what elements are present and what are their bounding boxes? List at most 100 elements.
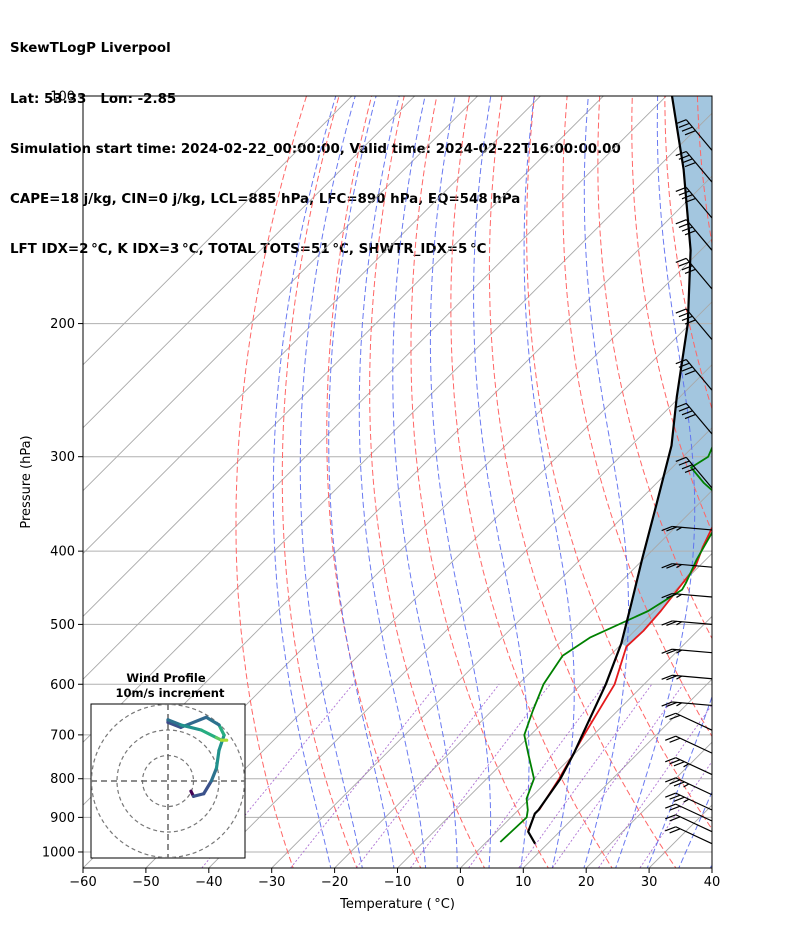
y-tick-label: 300 <box>50 450 75 465</box>
hodograph-segment <box>202 779 213 796</box>
barb-flag <box>676 563 683 569</box>
barb-flag <box>666 675 678 681</box>
barb-flag <box>678 122 690 129</box>
wind-barb <box>675 359 713 391</box>
moist-adiabat <box>473 96 530 868</box>
dry-adiabat <box>664 96 712 411</box>
dry-adiabat <box>326 96 422 868</box>
barb-flag <box>665 814 676 820</box>
mixing-ratio-line <box>290 684 438 868</box>
dry-adiabat <box>597 96 712 640</box>
barb-flag <box>676 675 683 680</box>
hodograph-segment <box>166 720 183 730</box>
barb-shaft <box>672 648 713 654</box>
barb-flag <box>669 816 681 822</box>
isotherm <box>711 867 712 868</box>
barb-flag <box>666 649 678 655</box>
moist-adiabat <box>709 863 712 868</box>
y-tick-label: 100 <box>50 90 75 105</box>
wind-barb <box>665 777 713 796</box>
x-axis-label: Temperature ( °C) <box>339 897 455 912</box>
moist-adiabat <box>299 96 363 868</box>
moist-adiabat <box>392 96 458 868</box>
barb-flag <box>669 805 681 811</box>
barb-shaft <box>685 456 713 489</box>
x-tick-label: 0 <box>456 875 464 890</box>
wind-barb <box>661 648 713 655</box>
isotherm <box>83 96 353 366</box>
wind-barb <box>675 456 713 489</box>
barb-flag <box>684 268 696 275</box>
barb-flag <box>684 230 696 236</box>
x-tick-label: 30 <box>641 875 658 890</box>
hodograph-segment <box>214 748 221 770</box>
barb-flag <box>675 257 687 263</box>
barb-flag <box>661 525 673 532</box>
isotherm <box>522 678 712 868</box>
wind-barb <box>675 219 713 251</box>
wind-barb <box>665 803 713 822</box>
dry-adiabat <box>562 96 712 738</box>
barb-flag <box>681 158 693 164</box>
barb-flag <box>666 701 678 708</box>
inset-subtitle: 10m/s increment <box>116 686 225 700</box>
x-tick-label: −40 <box>195 875 222 890</box>
barb-flag <box>665 803 676 809</box>
dry-adiabat <box>410 96 549 868</box>
barb-flag <box>661 563 673 569</box>
barb-flag <box>681 366 693 372</box>
barb-flag <box>684 130 696 136</box>
wind-barb <box>675 119 713 151</box>
x-tick-label: −50 <box>132 875 159 890</box>
barb-flag <box>661 701 673 707</box>
barb-flag <box>683 783 690 788</box>
barb-flag <box>665 757 676 763</box>
barb-flag <box>681 126 693 132</box>
barb-shaft <box>685 151 713 183</box>
barb-flag <box>675 219 687 225</box>
title-line-location: Lat: 53.33 Lon: -2.85 <box>10 91 177 107</box>
title-line-station: SkewTLogP Liverpool <box>10 41 171 57</box>
moist-adiabat <box>272 96 337 868</box>
wind-barb <box>665 826 713 845</box>
barb-shaft <box>675 757 713 776</box>
barb-flag <box>678 312 690 318</box>
barb-shaft <box>675 792 713 811</box>
barb-flag <box>684 197 696 204</box>
barb-shaft <box>685 257 713 290</box>
barb-flag <box>678 460 690 466</box>
barb-shaft <box>675 803 713 822</box>
barb-shaft <box>675 712 713 731</box>
wind-barb <box>665 712 713 731</box>
barb-shaft <box>675 777 713 796</box>
x-tick-label: −60 <box>69 875 96 890</box>
barb-flag <box>678 261 690 267</box>
barb-shaft <box>672 592 713 598</box>
barb-flag <box>673 761 685 767</box>
barb-shaft <box>685 119 713 151</box>
hodograph-segment <box>209 766 219 783</box>
isotherm <box>83 96 479 492</box>
mixing-ratio-line <box>639 760 712 868</box>
isotherm <box>333 489 712 868</box>
dry-adiabat <box>631 96 712 533</box>
x-tick-label: 10 <box>515 875 532 890</box>
moist-adiabat <box>328 96 395 868</box>
moist-adiabat <box>583 96 629 868</box>
moist-adiabat <box>646 695 712 868</box>
wind-barb <box>675 308 713 340</box>
barb-flag <box>666 593 678 599</box>
barb-flag <box>681 265 693 271</box>
barb-flag <box>676 526 683 531</box>
barb-flag <box>681 464 693 470</box>
barb-flag <box>675 456 687 463</box>
barb-flag <box>684 161 696 168</box>
barb-flag <box>675 359 687 365</box>
barb-flag <box>661 674 673 680</box>
x-tick-label: −10 <box>384 875 411 890</box>
moist-adiabat <box>358 96 427 868</box>
barb-flag <box>665 777 676 783</box>
wind-barb <box>665 735 713 754</box>
barb-flag <box>676 593 683 598</box>
title-line-indices: LFT IDX=2 °C, K IDX=3 °C, TOTAL TOTS=51 … <box>10 241 487 257</box>
